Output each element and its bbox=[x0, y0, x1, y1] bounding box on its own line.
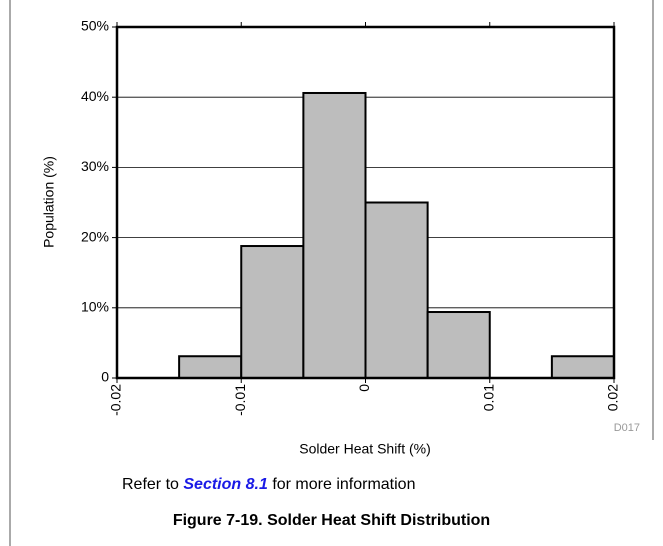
plot-border bbox=[115, 25, 616, 380]
bar bbox=[302, 91, 367, 379]
bar bbox=[364, 201, 429, 379]
figure-code: D017 bbox=[614, 422, 640, 434]
y-tick-label: 40% bbox=[81, 88, 109, 104]
x-tick-label: 0 bbox=[356, 384, 372, 392]
y-tick-label: 0 bbox=[101, 369, 109, 385]
bar bbox=[178, 355, 243, 380]
note: Refer to Section 8.1 for more informatio… bbox=[122, 476, 415, 494]
x-tick-label: -0.01 bbox=[232, 384, 248, 416]
x-axis-label: Solder Heat Shift (%) bbox=[299, 441, 431, 457]
y-tick-label: 10% bbox=[81, 299, 109, 315]
y-tick-label: 30% bbox=[81, 158, 109, 174]
bar bbox=[550, 355, 615, 380]
note-text: Refer to bbox=[122, 476, 179, 493]
y-axis-label: Population (%) bbox=[41, 156, 57, 248]
x-tick-label: -0.02 bbox=[108, 384, 124, 416]
note-text: for more information bbox=[272, 476, 416, 493]
x-tick-label: 0.01 bbox=[480, 384, 496, 411]
figure-caption: Figure 7-19. Solder Heat Shift Distribut… bbox=[172, 512, 491, 529]
y-tick-label: 20% bbox=[81, 228, 109, 244]
y-tick-label: 50% bbox=[81, 18, 109, 34]
x-tick-label: 0.02 bbox=[605, 384, 621, 411]
section-link[interactable]: Section 8.1 bbox=[183, 476, 268, 493]
bar bbox=[240, 245, 305, 379]
bar bbox=[426, 311, 491, 379]
